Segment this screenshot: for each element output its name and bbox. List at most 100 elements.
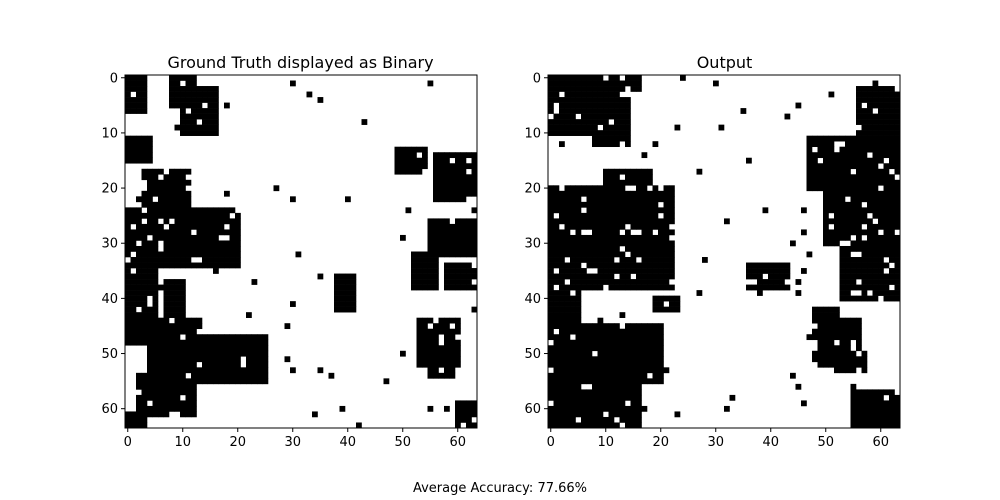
heatmap-cell — [663, 234, 670, 241]
heatmap-cell — [185, 389, 192, 396]
heatmap-cell — [647, 273, 653, 280]
heatmap-cell — [603, 196, 609, 203]
heatmap-cell — [894, 97, 901, 103]
heatmap-cell — [570, 251, 576, 258]
heatmap-cell — [207, 257, 214, 263]
heatmap-cell — [861, 229, 868, 236]
heatmap-cell — [455, 245, 461, 252]
heatmap-cell — [433, 240, 439, 247]
heatmap-cell — [592, 378, 598, 385]
heatmap-cell — [619, 124, 626, 131]
heatmap-cell — [597, 378, 604, 385]
heatmap-cell — [883, 422, 890, 429]
heatmap-cell — [597, 229, 604, 236]
heatmap-cell — [147, 284, 153, 291]
heatmap-cell — [218, 223, 225, 230]
heatmap-cell — [125, 240, 131, 247]
heatmap-cell — [883, 108, 890, 114]
heatmap-cell — [229, 251, 236, 258]
heatmap-cell — [471, 157, 478, 164]
heatmap-cell — [559, 345, 565, 352]
heatmap-cell — [559, 234, 565, 241]
heatmap-cell — [570, 91, 576, 98]
heatmap-cell — [652, 223, 659, 230]
heatmap-cell — [575, 317, 582, 324]
heatmap-cell — [894, 262, 901, 269]
heatmap-cell — [411, 146, 417, 153]
heatmap-cell — [883, 119, 890, 125]
heatmap-cell — [411, 273, 417, 280]
heatmap-cell — [872, 262, 879, 269]
heatmap-cell — [251, 345, 258, 352]
heatmap-cell — [806, 146, 813, 153]
y-tick-label: 20 — [101, 182, 118, 197]
heatmap-cell — [592, 75, 598, 81]
heatmap-cell — [460, 251, 467, 258]
heatmap-cell — [581, 356, 587, 363]
axes-frame — [124, 74, 478, 429]
heatmap-cell — [630, 345, 637, 352]
heatmap-cell — [630, 328, 637, 335]
heatmap-cell — [625, 356, 631, 363]
heatmap-cell — [427, 251, 434, 258]
heatmap-cell — [213, 130, 219, 136]
heatmap-cell — [652, 251, 659, 258]
heatmap-cell — [619, 262, 626, 269]
heatmap-cell — [581, 405, 587, 412]
heatmap-cell — [828, 163, 835, 170]
heatmap-cell — [597, 350, 604, 357]
heatmap-cell — [845, 328, 851, 335]
heatmap-cell — [438, 356, 445, 363]
heatmap-cell — [834, 135, 840, 142]
heatmap-cell — [773, 262, 780, 269]
heatmap-cell — [411, 262, 417, 269]
heatmap-cell — [125, 317, 131, 324]
heatmap-cell — [158, 323, 164, 330]
heatmap-cell — [878, 146, 884, 153]
heatmap-cell — [169, 229, 175, 236]
heatmap-cell — [850, 141, 857, 148]
heatmap-cell — [647, 168, 653, 175]
heatmap-cell — [619, 190, 626, 197]
heatmap-cell — [889, 268, 895, 274]
heatmap-cell — [850, 284, 857, 291]
heatmap-cell — [894, 394, 901, 401]
heatmap-cell — [592, 190, 598, 197]
heatmap-cell — [163, 196, 170, 203]
heatmap-cell — [856, 212, 862, 219]
axes-frame — [547, 74, 901, 429]
panel-title: Ground Truth displayed as Binary — [167, 53, 433, 72]
heatmap-cell — [553, 97, 560, 103]
heatmap-cell — [663, 257, 670, 263]
heatmap-cell — [185, 323, 192, 330]
heatmap-cell — [559, 86, 565, 92]
x-tick-label: 20 — [229, 435, 246, 450]
heatmap-cell — [603, 141, 609, 148]
heatmap-cell — [828, 323, 835, 330]
heatmap-cell — [262, 350, 269, 357]
heatmap-cell — [196, 378, 203, 385]
heatmap-cell — [603, 334, 609, 341]
heatmap-cell — [575, 251, 582, 258]
heatmap-cell — [614, 119, 620, 125]
heatmap-cell — [262, 334, 269, 341]
heatmap-cell — [202, 86, 208, 92]
heatmap-cell — [130, 212, 137, 219]
heatmap-cell — [597, 422, 604, 429]
heatmap-cell — [856, 356, 862, 363]
heatmap-cell — [592, 389, 598, 396]
heatmap-cell — [147, 405, 153, 412]
heatmap-cell — [850, 257, 857, 263]
heatmap-cell — [202, 378, 208, 385]
heatmap-cell — [559, 229, 565, 236]
heatmap-cell — [839, 212, 846, 219]
heatmap-cell — [449, 234, 456, 241]
heatmap-cell — [773, 268, 780, 274]
heatmap-cell — [570, 383, 576, 390]
heatmap-cell — [449, 273, 456, 280]
heatmap-cell — [553, 334, 560, 341]
x-tick-label: 30 — [284, 435, 301, 450]
heatmap-cell — [207, 234, 214, 241]
heatmap-cell — [180, 179, 186, 186]
heatmap-cell — [856, 345, 862, 352]
